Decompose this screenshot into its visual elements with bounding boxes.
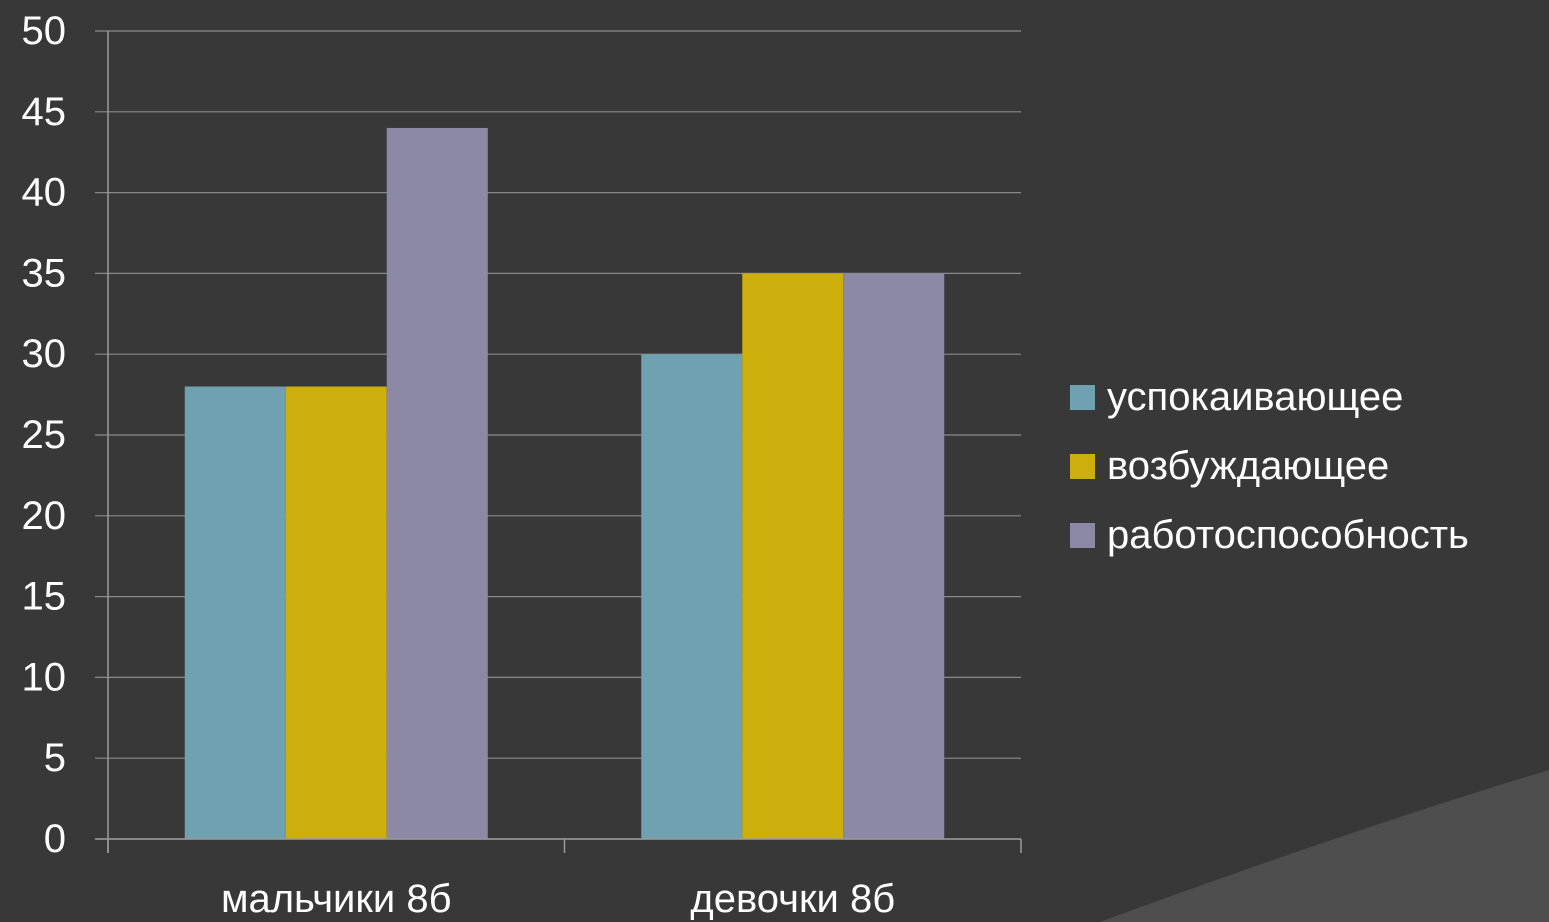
legend-swatch bbox=[1070, 523, 1095, 548]
y-tick-label: 15 bbox=[22, 575, 67, 619]
y-tick-label: 35 bbox=[22, 251, 67, 295]
x-category-label: мальчики 8б bbox=[221, 877, 452, 921]
x-category-labels: мальчики 8б девочки 8б bbox=[221, 877, 895, 921]
y-tick-label: 20 bbox=[22, 494, 67, 538]
bar bbox=[843, 273, 945, 839]
y-tick-label: 25 bbox=[22, 413, 67, 457]
y-tick-label: 45 bbox=[22, 90, 67, 134]
y-tick-label: 5 bbox=[44, 736, 66, 780]
y-tick-label: 0 bbox=[44, 817, 66, 861]
bar bbox=[184, 386, 286, 839]
bars bbox=[184, 127, 945, 839]
axes bbox=[95, 31, 1022, 853]
bar bbox=[641, 354, 743, 839]
bar bbox=[742, 273, 844, 839]
y-tick-label: 10 bbox=[22, 655, 67, 699]
bar bbox=[386, 127, 488, 839]
x-category-label: девочки 8б bbox=[690, 877, 895, 921]
legend: успокаивающее возбуждающее работоспособнос… bbox=[1070, 375, 1469, 557]
legend-label: возбуждающее bbox=[1107, 444, 1389, 488]
y-tick-labels: 0 5 10 15 20 25 30 35 40 45 50 bbox=[22, 9, 67, 861]
y-tick-label: 30 bbox=[22, 332, 67, 376]
bar bbox=[285, 386, 387, 839]
legend-label: успокаивающее bbox=[1107, 375, 1403, 419]
y-tick-label: 40 bbox=[22, 171, 67, 215]
y-tick-label: 50 bbox=[22, 9, 67, 53]
legend-label: работоспособность bbox=[1107, 513, 1469, 557]
legend-swatch bbox=[1070, 385, 1095, 410]
decorative-corner-shape bbox=[1100, 770, 1549, 922]
legend-swatch bbox=[1070, 454, 1095, 479]
